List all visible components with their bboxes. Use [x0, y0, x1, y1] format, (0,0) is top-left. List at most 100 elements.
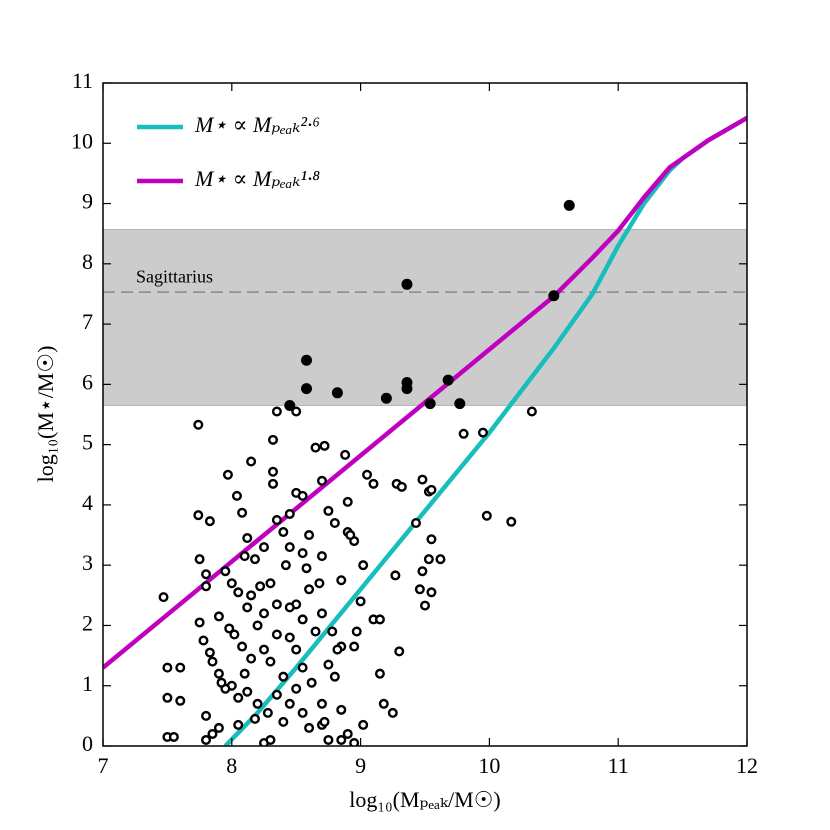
scatter-point [323, 659, 334, 670]
scatter-point [268, 478, 279, 489]
scatter-point [271, 599, 282, 610]
scatter-point [168, 731, 179, 742]
scatter-point [259, 644, 270, 655]
scatter-point [314, 578, 325, 589]
scatter-point [358, 719, 369, 730]
scatter-point [213, 611, 224, 622]
scatter-point [345, 530, 356, 541]
scatter-point [362, 469, 373, 480]
scatter-point [284, 542, 295, 553]
scatter-point [265, 578, 276, 589]
scatter-point [158, 592, 169, 603]
scatter-point [297, 548, 308, 559]
scatter-point [220, 566, 231, 577]
scatter-point [233, 587, 244, 598]
y-tick-label: 0 [82, 731, 93, 756]
scatter-point [280, 560, 291, 571]
scatter-point [401, 278, 413, 290]
y-tick-label: 9 [82, 189, 93, 214]
scatter-point [390, 570, 401, 581]
scatter-point [329, 671, 340, 682]
y-tick-label: 5 [82, 430, 93, 455]
reference-label: Sagittarius [136, 266, 213, 286]
scatter-point [301, 383, 313, 395]
scatter-point [506, 516, 517, 527]
line-series [103, 116, 747, 670]
scatter-point [426, 587, 437, 598]
scatter-point [278, 716, 289, 727]
scatter-point [207, 656, 218, 667]
scatter-point [401, 383, 413, 395]
scatter-point [297, 490, 308, 501]
scatter-point [332, 644, 343, 655]
scatter-point [306, 677, 317, 688]
x-axis-label: log₁₀(Mₚₑₐₖ/M☉) [349, 787, 501, 812]
scatter-point [297, 707, 308, 718]
scatter-point [271, 406, 282, 417]
scatter-point [271, 514, 282, 525]
scatter-point [239, 551, 250, 562]
scatter-point [327, 626, 338, 637]
scatter-point [297, 662, 308, 673]
scatter-point [249, 713, 260, 724]
scatter-point [394, 646, 405, 657]
y-tick-label: 2 [82, 611, 93, 636]
scatter-point [291, 406, 302, 417]
scatter-point [423, 554, 434, 565]
scatter-point [310, 442, 321, 453]
scatter-point [246, 590, 257, 601]
scatter-point [242, 686, 253, 697]
scatter-point [246, 456, 257, 467]
scatter-point [233, 692, 244, 703]
scatter-point [301, 563, 312, 574]
scatter-point [336, 704, 347, 715]
scatter-point [349, 641, 360, 652]
scatter-point [316, 551, 327, 562]
scatter-point [316, 608, 327, 619]
scatter-point [319, 440, 330, 451]
y-tick-label: 1 [82, 671, 93, 696]
scatter-point [355, 596, 366, 607]
scatter-point [265, 734, 276, 745]
scatter-point [229, 629, 240, 640]
y-tick-label: 6 [82, 369, 93, 394]
y-tick-label: 7 [82, 309, 93, 334]
scatter-point [310, 626, 321, 637]
x-tick-label: 7 [98, 753, 109, 778]
scatter-point [304, 584, 315, 595]
scatter-point [426, 484, 437, 495]
scatter-point [342, 496, 353, 507]
scatter-point [204, 647, 215, 658]
scatter-point [207, 728, 218, 739]
scatter-point [231, 490, 242, 501]
scatter-point [271, 689, 282, 700]
scatter-point [284, 698, 295, 709]
scatter-point [233, 719, 244, 730]
scatter-point [329, 517, 340, 528]
y-tick-label: 11 [72, 68, 93, 93]
scatter-point [201, 581, 212, 592]
scatter-point [194, 554, 205, 565]
scatter-point [175, 662, 186, 673]
scatter-point [201, 569, 212, 580]
legend-label: M⋆ ∝ Mₚₑₐₖ²·⁶ [194, 112, 320, 137]
scatter-point [563, 199, 575, 211]
scatter-point [323, 734, 334, 745]
scatter-point [213, 722, 224, 733]
x-tick-label: 10 [478, 753, 500, 778]
scatter-point [301, 354, 313, 366]
plot-frame [102, 82, 748, 747]
scatter-point [265, 656, 276, 667]
scatter-point [284, 632, 295, 643]
scatter-point [201, 734, 212, 745]
scatter-point [278, 671, 289, 682]
scatter-point [193, 419, 204, 430]
scatter-point [316, 475, 327, 486]
scatter-point [442, 374, 454, 386]
scatter-point [175, 695, 186, 706]
scatter-point [222, 469, 233, 480]
scatter-point [255, 581, 266, 592]
shaded-band [102, 229, 748, 406]
